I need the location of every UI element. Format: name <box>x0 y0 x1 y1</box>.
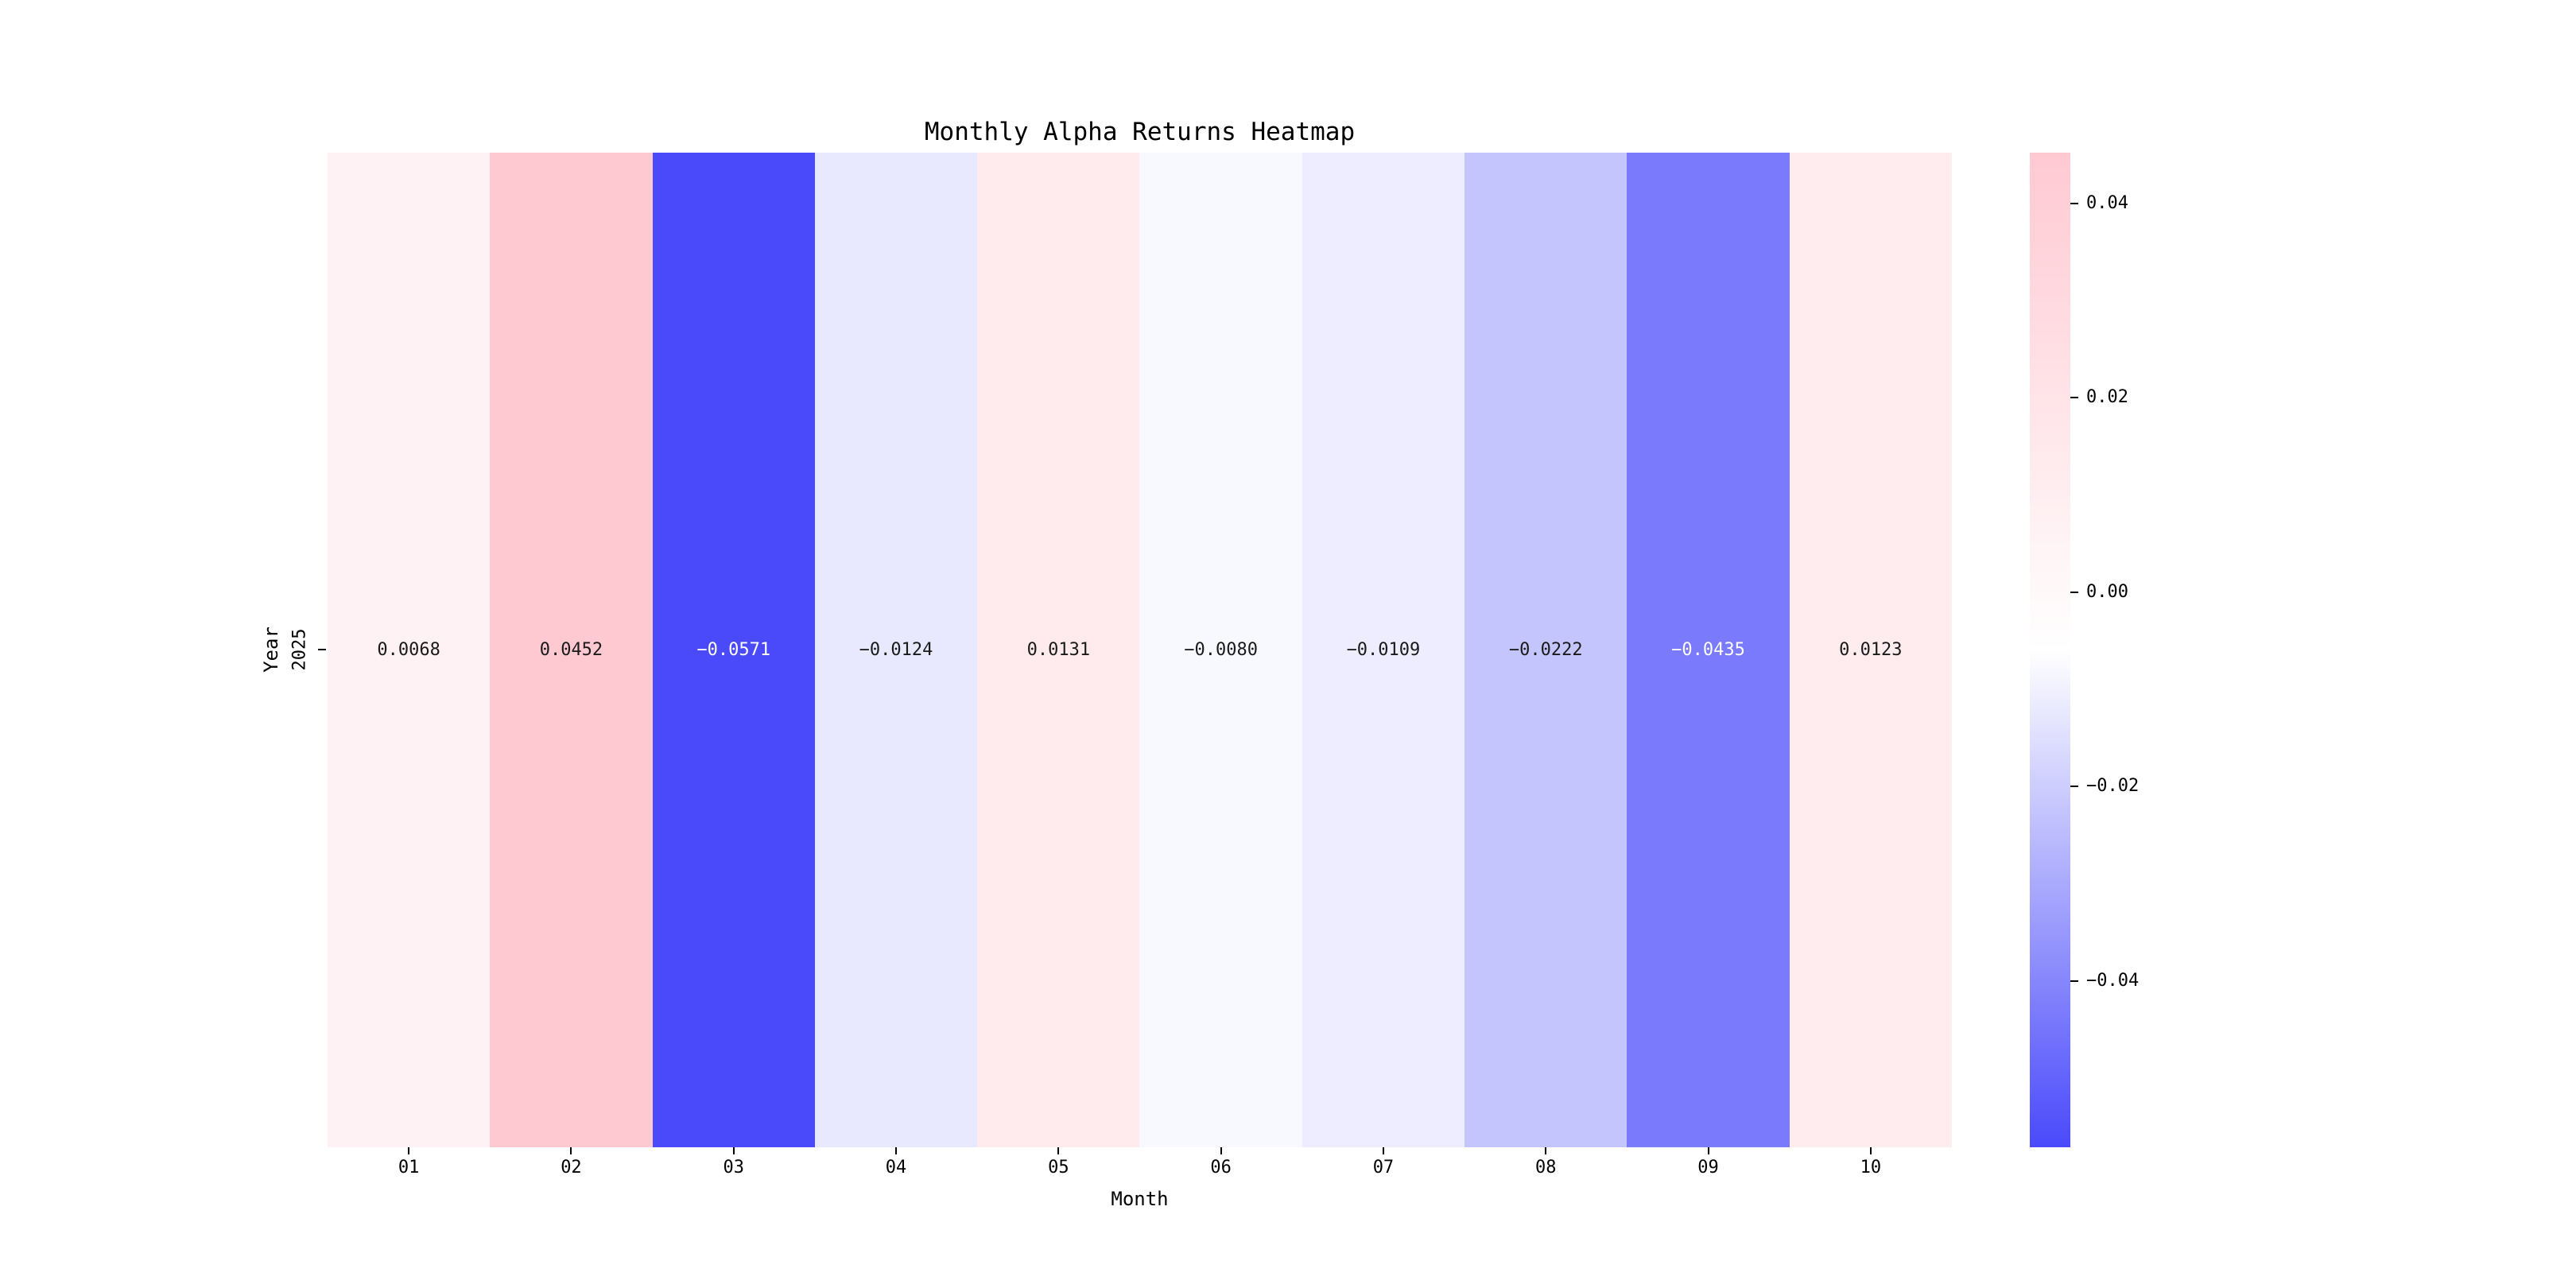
heatmap-cell-2025-05: 0.0131 <box>977 153 1140 1147</box>
colorbar-tick-mark-0.04 <box>2070 202 2078 204</box>
x-tick-label-01: 01 <box>398 1158 420 1177</box>
y-tick-mark <box>318 649 326 650</box>
x-tick-mark-06 <box>1220 1147 1222 1154</box>
x-tick-mark-02 <box>570 1147 572 1154</box>
colorbar-gradient <box>2030 153 2070 1147</box>
colorbar-tick-label-0.04: 0.04 <box>2086 192 2128 213</box>
heatmap-cell-2025-07: −0.0109 <box>1302 153 1465 1147</box>
colorbar-tick-mark-−0.04 <box>2070 980 2078 982</box>
heatmap-cell-2025-06: −0.0080 <box>1139 153 1302 1147</box>
colorbar-tick-label-−0.04: −0.04 <box>2086 970 2140 991</box>
y-axis-label-text: Year <box>260 627 282 673</box>
x-tick-label-02: 02 <box>561 1158 582 1177</box>
x-tick-label-07: 07 <box>1372 1158 1395 1177</box>
cell-annotation: −0.0109 <box>1346 640 1421 660</box>
x-tick-mark-04 <box>895 1147 898 1154</box>
x-tick-label-08: 08 <box>1535 1158 1557 1177</box>
colorbar-tick-mark-0.00 <box>2070 591 2078 593</box>
x-tick-mark-07 <box>1382 1147 1384 1154</box>
x-tick-mark-03 <box>732 1147 735 1154</box>
cell-annotation: 0.0123 <box>1839 640 1903 660</box>
cell-annotation: 0.0068 <box>377 640 440 660</box>
cell-annotation: −0.0222 <box>1508 640 1583 660</box>
x-tick-label-10: 10 <box>1860 1158 1882 1177</box>
cell-annotation: −0.0080 <box>1184 640 1258 660</box>
x-tick-mark-01 <box>408 1147 410 1154</box>
x-tick-label-05: 05 <box>1048 1158 1069 1177</box>
heatmap-cell-2025-10: 0.0123 <box>1789 153 1952 1147</box>
x-tick-mark-10 <box>1869 1147 1872 1154</box>
x-tick-mark-09 <box>1707 1147 1709 1154</box>
x-tick-label-06: 06 <box>1210 1158 1232 1177</box>
heatmap-cell-2025-04: −0.0124 <box>814 153 978 1147</box>
heatmap-cell-2025-01: 0.0068 <box>328 153 491 1147</box>
colorbar-tick-mark-0.02 <box>2070 397 2078 399</box>
colorbar-tick-label-−0.02: −0.02 <box>2086 776 2140 797</box>
colorbar-tick-label-0.00: 0.00 <box>2086 581 2128 602</box>
x-tick-label-03: 03 <box>723 1158 745 1177</box>
colorbar-tick-mark-−0.02 <box>2070 786 2078 788</box>
colorbar-tick-label-0.02: 0.02 <box>2086 387 2128 408</box>
cell-annotation: −0.0435 <box>1671 640 1745 660</box>
heatmap-cell-2025-02: 0.0452 <box>490 153 653 1147</box>
chart-title: Monthly Alpha Returns Heatmap <box>924 118 1356 146</box>
cell-annotation: −0.0571 <box>696 640 771 660</box>
x-tick-label-04: 04 <box>885 1158 907 1177</box>
x-axis-label: Month <box>1111 1188 1169 1210</box>
x-tick-mark-08 <box>1545 1147 1547 1154</box>
cell-annotation: 0.0131 <box>1026 640 1091 660</box>
cell-annotation: −0.0124 <box>859 640 933 660</box>
y-tick-label-text: 2025 <box>289 628 310 671</box>
x-tick-mark-05 <box>1057 1147 1060 1154</box>
x-tick-label-09: 09 <box>1697 1158 1719 1177</box>
heatmap-grid: 0.0068 0.0452 −0.0571 −0.0124 0.0131 −0.0080 −… <box>328 153 1952 1147</box>
cell-annotation: 0.0452 <box>539 640 603 660</box>
heatmap-cell-2025-03: −0.0571 <box>652 153 815 1147</box>
heatmap-cell-2025-08: −0.0222 <box>1465 153 1627 1147</box>
heatmap-cell-2025-09: −0.0435 <box>1627 153 1790 1147</box>
